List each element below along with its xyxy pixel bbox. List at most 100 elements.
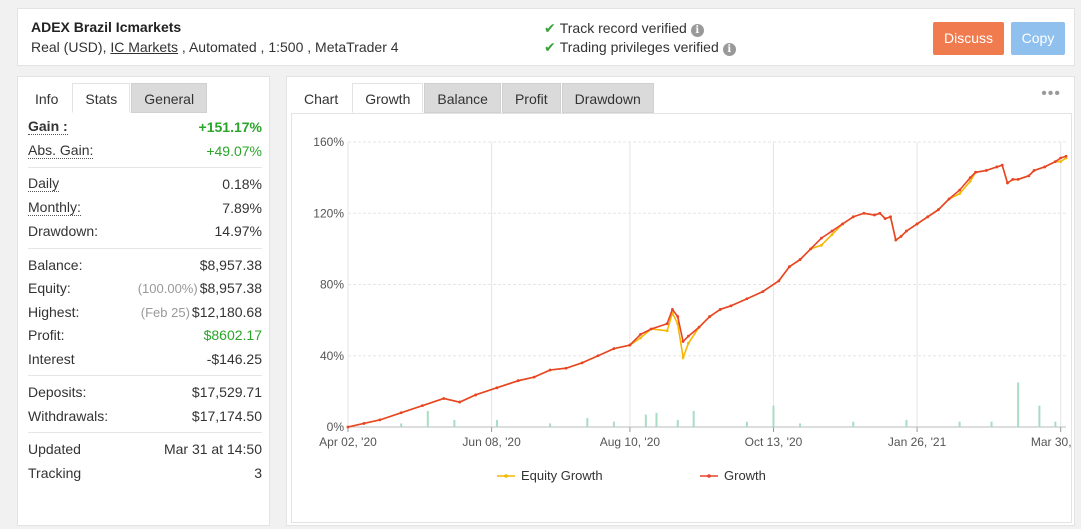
growth-point [697,325,701,329]
growth-point [1016,178,1020,181]
equity-value: $8,957.38 [199,280,262,296]
stat-highest: Highest: (Feb 25) $12,180.68 [28,300,262,324]
track-record-label: Track record verified [559,20,687,36]
equity-growth-point [958,192,962,196]
growth-point [708,315,712,318]
volume-bar [1017,382,1020,427]
broker-link[interactable]: IC Markets [110,39,179,55]
balance-value: $8,957.38 [199,256,262,273]
growth-point [777,279,781,283]
volume-bar [1054,421,1057,427]
highest-note: (Feb 25) [140,304,190,320]
interest-label: Interest [28,350,75,367]
discuss-button[interactable]: Discuss [933,22,1004,55]
growth-point [676,315,680,318]
volume-bar [495,419,498,427]
checkmark-icon: ✔ [544,39,556,55]
volume-bar [549,423,552,427]
equity-growth-point [665,329,669,333]
volume-bar [692,410,695,427]
equity-growth-point [681,356,685,359]
tab-profit[interactable]: Profit [501,83,561,113]
growth-point [580,361,584,365]
copy-button[interactable]: Copy [1011,22,1065,55]
y-tick-label: 40% [320,349,344,363]
track-record-verified: ✔ Track record verified i [544,20,704,37]
account-name: ADEX Brazil Icmarkets [31,19,182,35]
growth-point [798,258,802,261]
stat-gain: Gain : +151.17% [28,115,262,139]
growth-point [516,379,520,383]
growth-point [532,375,536,379]
profit-label: Profit: [28,327,65,343]
legend-growth-marker [707,474,711,478]
volume-bar [426,410,429,427]
monthly-label[interactable]: Monthly: [28,198,81,216]
growth-point [378,418,382,422]
stat-profit: Profit: $8602.17 [28,323,262,347]
tab-general[interactable]: General [131,83,208,113]
growth-point [878,211,882,215]
growth-point [889,215,892,219]
tracking-label: Tracking [28,464,82,481]
growth-point [1000,163,1004,167]
growth-point [761,290,765,294]
growth-point [474,393,478,397]
volume-bar [676,419,679,427]
checkmark-icon: ✔ [544,20,556,36]
drawdown-value: 14.97% [214,223,262,239]
growth-point [399,411,403,415]
volume-bar [799,423,802,427]
growth-point [458,400,462,404]
equity-growth-point [830,233,834,237]
growth-point [926,215,930,219]
growth-point [830,229,834,233]
divider [28,247,262,249]
stats-list: Gain : +151.17% Abs. Gain: +49.07% Daily… [28,115,262,484]
volume-bar [400,423,403,427]
tab-balance[interactable]: Balance [424,83,501,113]
divider [28,375,262,376]
stat-deposits: Deposits: $17,529.71 [28,380,262,404]
tab-drawdown[interactable]: Drawdown [561,83,654,113]
daily-value: 0.18% [222,176,262,192]
growth-point [421,404,424,408]
growth-point [1032,169,1036,172]
withdrawals-value: $17,174.50 [191,407,262,424]
tab-info[interactable]: Info [22,83,72,113]
more-options-icon[interactable]: ••• [1041,85,1061,102]
y-tick-label: 0% [327,420,345,434]
growth-point [851,215,855,219]
growth-point [905,229,908,233]
monthly-value: 7.89% [222,199,262,216]
account-details: Real (USD), IC Markets , Automated , 1:5… [31,39,399,55]
tab-chart[interactable]: Chart [291,83,352,113]
stat-drawdown: Drawdown: 14.97% [28,219,262,243]
growth-point [788,265,791,269]
abs-gain-label[interactable]: Abs. Gain: [28,141,94,159]
legend-growth-label: Growth [724,468,766,483]
volume-bar [612,421,615,427]
volume-bar [655,412,658,427]
y-tick-label: 120% [313,206,344,220]
highest-label: Highest: [28,303,80,320]
growth-point [686,334,690,338]
info-icon[interactable]: i [690,24,704,37]
growth-point [671,308,674,311]
growth-point [841,222,845,226]
growth-point [548,368,552,372]
volume-bar [453,419,456,427]
tab-growth[interactable]: Growth [352,83,424,113]
gain-label[interactable]: Gain : [28,118,68,135]
daily-label[interactable]: Daily [28,175,60,192]
balance-label: Balance: [28,256,83,273]
profit-value: $8602.17 [203,327,262,343]
drawdown-label: Drawdown: [28,223,99,239]
gain-value: +151.17% [198,119,262,135]
info-icon[interactable]: i [722,43,736,56]
tab-stats[interactable]: Stats [72,83,131,113]
trading-privileges-verified: ✔ Trading privileges verified i [544,39,736,56]
growth-point [639,332,642,336]
growth-point [665,322,669,326]
account-type: Real (USD), [31,39,111,55]
